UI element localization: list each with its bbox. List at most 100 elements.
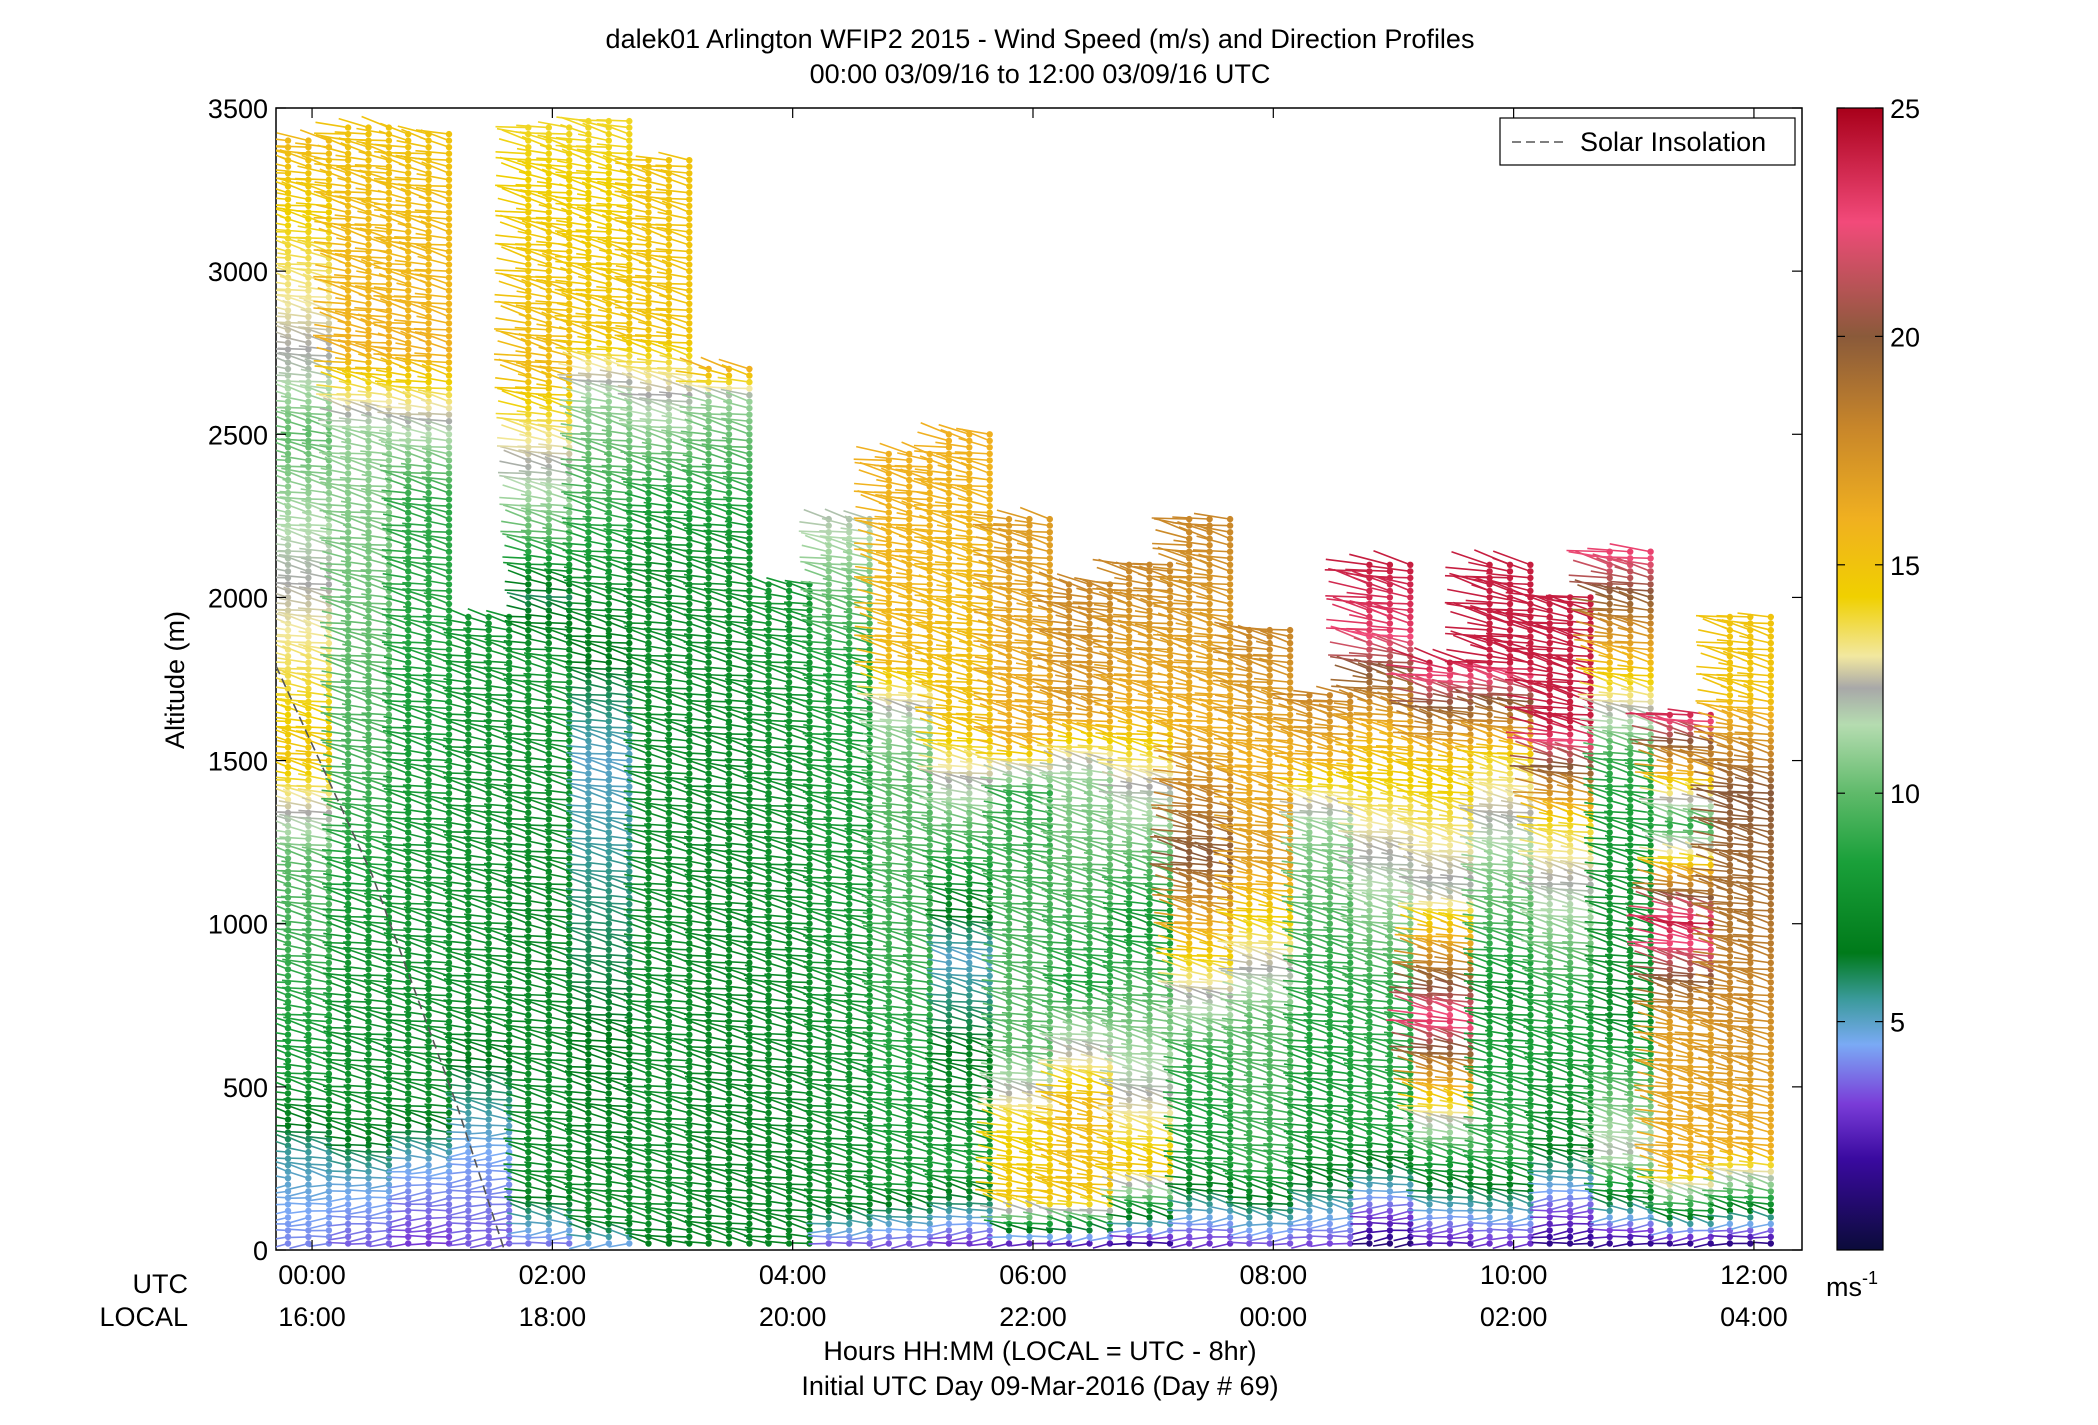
wind-barb-point [365, 620, 371, 626]
wind-barb-shaft [546, 597, 569, 598]
wind-barb-point [566, 477, 572, 483]
wind-barb-shaft [260, 483, 288, 487]
wind-barb-shaft [423, 590, 449, 591]
wind-barb-point [305, 314, 311, 320]
wind-barb-point [486, 960, 492, 966]
wind-barb-point [326, 960, 332, 966]
wind-barb-point [365, 444, 371, 450]
wind-barb-point [345, 183, 351, 189]
wind-barb-point [525, 829, 531, 835]
wind-barb-shaft [544, 682, 569, 683]
wind-barb-point [525, 1032, 531, 1038]
wind-barb-shaft [314, 361, 348, 363]
wind-barb-shaft [357, 401, 389, 402]
wind-barb-point [305, 862, 311, 868]
wind-barb-shaft [484, 923, 509, 924]
wind-barb-shaft [375, 381, 408, 382]
wind-barb-point [525, 953, 531, 959]
wind-barb-point [465, 1090, 471, 1096]
wind-barb-shaft [544, 825, 569, 826]
wind-barb-point [585, 307, 591, 313]
wind-barb-shaft [258, 291, 288, 297]
wind-barb-shaft [422, 531, 449, 532]
wind-barb-point [446, 568, 452, 574]
wind-barb-shaft [264, 1125, 288, 1126]
wind-barb-point [546, 614, 552, 620]
wind-barb-point [465, 705, 471, 711]
wind-barb-point [585, 888, 591, 894]
wind-barb-shaft [255, 720, 288, 721]
wind-barb-shaft [500, 461, 529, 467]
wind-barb-point [546, 1227, 552, 1233]
wind-barb-shaft [343, 917, 369, 918]
wind-barb-point [546, 581, 552, 587]
wind-barb-shaft [496, 152, 529, 154]
wind-barb-point [326, 555, 332, 561]
wind-barb-point [525, 686, 531, 692]
wind-barb-shaft [382, 584, 408, 585]
wind-barb-point [405, 288, 411, 294]
wind-barb-point [446, 346, 452, 352]
wind-barb-shaft [565, 923, 588, 924]
wind-barb-shaft [443, 714, 468, 715]
wind-barb-point [285, 973, 291, 979]
wind-barb-shaft [464, 949, 489, 950]
wind-barb-point [425, 1038, 431, 1044]
wind-barb-point [386, 686, 392, 692]
wind-barb-shaft [317, 348, 348, 356]
wind-barb-point [525, 235, 531, 241]
wind-barb-point [386, 660, 392, 666]
wind-barb-point [405, 575, 411, 581]
wind-barb-point [546, 816, 552, 822]
wind-barb-point [566, 881, 572, 887]
wind-barb-point [305, 1234, 311, 1240]
wind-barb-point [345, 151, 351, 157]
wind-barb-point [585, 1058, 591, 1064]
wind-barb-point [546, 1129, 552, 1135]
wind-barb-shaft [322, 825, 349, 826]
wind-barb-point [326, 1162, 332, 1168]
wind-barb-point [525, 549, 531, 555]
wind-barb-point [326, 151, 332, 157]
wind-barb-point [446, 203, 452, 209]
wind-barb-point [566, 248, 572, 254]
wind-barb-point [285, 399, 291, 405]
wind-barb-point [365, 934, 371, 940]
wind-barb-point [405, 170, 411, 176]
wind-barb-shaft [364, 1093, 389, 1094]
wind-barb-point [546, 268, 552, 274]
wind-barb-point [345, 757, 351, 763]
wind-barb-shaft [447, 1159, 468, 1160]
wind-barb-point [525, 203, 531, 209]
wind-barb-point [585, 425, 591, 431]
wind-barb-point [525, 1129, 531, 1135]
wind-barb-point [446, 196, 452, 202]
wind-barb-point [585, 1018, 591, 1024]
wind-barb-shaft [374, 179, 408, 180]
wind-barb-point [446, 483, 452, 489]
wind-barb-point [326, 470, 332, 476]
wind-barb-point [525, 496, 531, 502]
wind-barb-shaft [347, 1177, 369, 1178]
wind-barb-point [305, 399, 311, 405]
wind-barb-point [326, 157, 332, 163]
wind-barb-shaft [464, 864, 489, 865]
wind-barb-point [546, 699, 552, 705]
wind-barb-point [465, 986, 471, 992]
wind-barb-shaft [465, 1067, 489, 1068]
wind-barb-point [525, 177, 531, 183]
wind-barb-shaft [503, 675, 529, 676]
wind-barb-point [446, 327, 452, 333]
wind-barb-point [525, 868, 531, 874]
wind-barb-point [446, 601, 452, 607]
wind-barb-point [425, 1058, 431, 1064]
wind-barb-point [345, 555, 351, 561]
wind-barb-point [386, 1175, 392, 1181]
wind-barb-point [365, 1025, 371, 1031]
wind-barb-point [305, 457, 311, 463]
wind-barb-point [585, 1077, 591, 1083]
wind-barb-point [446, 425, 452, 431]
wind-barb-point [566, 620, 572, 626]
wind-barb-shaft [341, 714, 369, 715]
plot-area: 0500100015002000250030003500 00:0016:000… [208, 94, 1802, 1332]
